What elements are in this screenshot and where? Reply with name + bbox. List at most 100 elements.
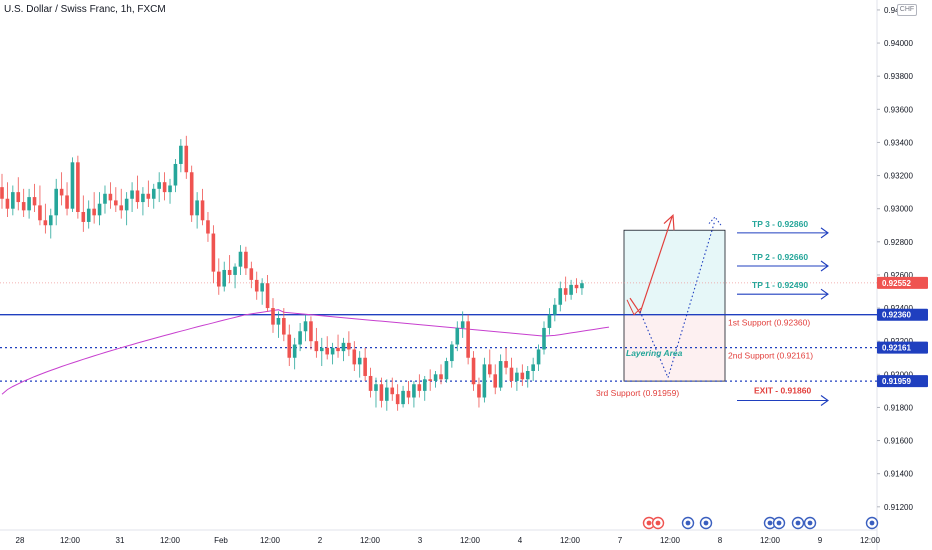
candle-body xyxy=(439,374,443,380)
candle-body xyxy=(16,192,21,203)
exit-arrow-head xyxy=(820,395,829,406)
candle-body xyxy=(146,193,151,199)
candle-body xyxy=(325,347,329,355)
target-arrows: TP 3 - 0.92860 TP 2 - 0.92660 TP 1 - 0.924… xyxy=(737,219,829,406)
candle-body xyxy=(238,251,243,267)
price-tick-label: 0.93200 xyxy=(884,172,913,181)
candle-body xyxy=(108,193,113,201)
candle-body xyxy=(368,375,373,391)
tp1-label: TP 1 - 0.92490 xyxy=(752,280,808,290)
price-tick-label: 0.91200 xyxy=(884,503,913,512)
candle-body xyxy=(184,145,189,173)
candle-body xyxy=(477,384,481,398)
candle-body xyxy=(151,188,156,199)
price-axis: 0.942000.940000.938000.936000.934000.932… xyxy=(877,6,913,512)
candle-body xyxy=(157,182,161,189)
candle-body xyxy=(103,193,107,204)
candle-body xyxy=(130,190,134,199)
candle-body xyxy=(287,334,292,358)
price-tick-label: 0.92400 xyxy=(884,304,913,313)
price-tick-label: 0.93000 xyxy=(884,205,913,214)
candle-body xyxy=(97,203,102,216)
scenario-dotted-arrowhead xyxy=(708,216,722,226)
candle-body xyxy=(374,384,378,391)
time-tick-label: 3 xyxy=(418,536,423,545)
candle-body xyxy=(504,361,508,368)
scenario-dotted-path xyxy=(639,220,716,380)
candle-body xyxy=(531,364,535,371)
time-tick-label: 12:00 xyxy=(760,536,781,545)
candle-body xyxy=(466,321,470,358)
candle-body xyxy=(54,188,58,216)
candle-body xyxy=(168,185,172,193)
candle-body xyxy=(292,344,297,358)
candle-body xyxy=(390,387,395,395)
tp2-label: TP 2 - 0.92660 xyxy=(752,252,808,262)
event-flag-dot xyxy=(646,520,652,526)
price-tick-label: 0.93800 xyxy=(884,72,913,81)
event-flag-dot xyxy=(776,520,782,526)
candle-body xyxy=(260,283,264,292)
time-tick-label: 7 xyxy=(618,536,623,545)
candle-body xyxy=(433,374,438,381)
candle-body xyxy=(233,266,237,275)
candle-body xyxy=(357,357,362,365)
scenario-arrow-tail xyxy=(626,299,642,316)
candle-body xyxy=(195,200,199,216)
candle-body xyxy=(65,195,69,209)
candle-body xyxy=(363,357,367,376)
candle-body xyxy=(580,283,584,289)
candle-body xyxy=(444,361,449,380)
candle-body xyxy=(352,349,357,365)
axis-price-label-bg xyxy=(877,276,928,289)
candle-body xyxy=(48,215,53,226)
time-tick-label: 12:00 xyxy=(60,536,81,545)
candle-body xyxy=(520,372,525,380)
candle-body xyxy=(450,344,454,362)
candle-body xyxy=(395,394,400,405)
candle-body xyxy=(471,357,476,385)
candle-body xyxy=(460,321,465,328)
candle-body xyxy=(493,374,498,388)
time-tick-label: 2 xyxy=(318,536,323,545)
candle-body xyxy=(563,288,568,295)
axis-price-label-bg xyxy=(877,308,928,321)
candle-body xyxy=(27,197,31,211)
candle-body xyxy=(124,198,129,211)
event-flag-dot xyxy=(655,520,661,526)
candle-body xyxy=(379,384,384,401)
candle-body xyxy=(114,200,118,206)
currency-badge[interactable]: CHF xyxy=(897,4,917,16)
candle-body xyxy=(347,342,351,350)
candle-body xyxy=(43,220,48,226)
price-tick-label: 0.91400 xyxy=(884,470,913,479)
time-tick-label: 8 xyxy=(718,536,723,545)
candle-body xyxy=(525,371,530,380)
price-tick-label: 0.92000 xyxy=(884,370,913,379)
candle-body xyxy=(303,321,308,332)
candle-body xyxy=(417,384,422,391)
time-tick-label: 28 xyxy=(16,536,25,545)
candle-body xyxy=(265,283,270,309)
time-tick-label: 12:00 xyxy=(560,536,581,545)
event-flag-dot xyxy=(807,520,813,526)
candles xyxy=(0,135,584,411)
candle-body xyxy=(574,284,579,289)
candle-body xyxy=(422,379,427,391)
candle-body xyxy=(81,212,86,222)
candle-body xyxy=(542,327,546,350)
candle-body xyxy=(271,308,275,325)
axis-price-label: 0.92161 xyxy=(882,344,911,353)
candle-body xyxy=(119,205,124,211)
candle-body xyxy=(298,331,302,345)
candle-body xyxy=(558,288,563,305)
candle-body xyxy=(336,347,340,352)
candle-body xyxy=(173,163,178,186)
tp1-arrow-head xyxy=(820,288,829,300)
moving-average-line xyxy=(1,309,610,395)
candle-body xyxy=(222,269,227,287)
candle-body xyxy=(488,364,492,375)
candle-body xyxy=(162,182,167,193)
economic-events xyxy=(642,516,879,530)
